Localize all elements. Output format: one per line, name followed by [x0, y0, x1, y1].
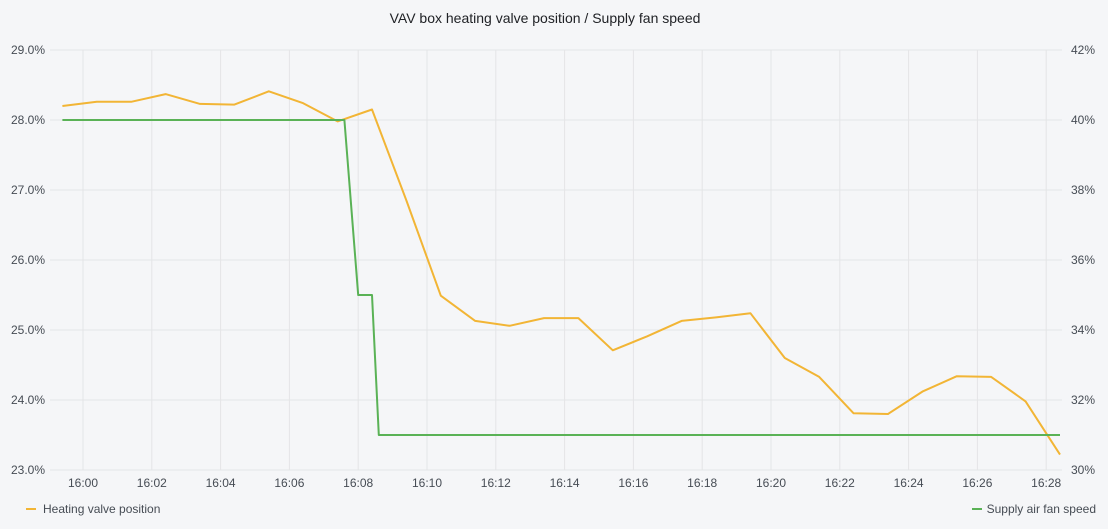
x-tick-label: 16:22	[825, 476, 855, 490]
right-tick-label: 32%	[1071, 393, 1095, 407]
x-tick-label: 16:06	[274, 476, 304, 490]
x-tick-label: 16:08	[343, 476, 373, 490]
x-tick-label: 16:12	[481, 476, 511, 490]
left-tick-label: 24.0%	[11, 393, 45, 407]
heating-valve-line	[62, 90, 1061, 456]
right-tick-label: 30%	[1071, 463, 1095, 477]
legend-item-supply-fan[interactable]: Supply air fan speed	[987, 502, 1096, 516]
legend[interactable]: Heating valve position Supply air fan spe…	[26, 502, 1096, 516]
x-tick-label: 16:20	[756, 476, 786, 490]
legend-item-heating-valve[interactable]: Heating valve position	[43, 502, 160, 516]
right-tick-label: 34%	[1071, 323, 1095, 337]
x-tick-label: 16:04	[206, 476, 236, 490]
left-tick-label: 29.0%	[11, 43, 45, 57]
right-tick-label: 42%	[1071, 43, 1095, 57]
right-tick-label: 38%	[1071, 183, 1095, 197]
series-layer	[62, 90, 1061, 456]
chart-title: VAV box heating valve position / Supply …	[390, 10, 701, 26]
x-tick-label: 16:02	[137, 476, 167, 490]
grid-layer	[50, 49, 1062, 471]
x-tick-label: 16:00	[68, 476, 98, 490]
left-tick-label: 26.0%	[11, 253, 45, 267]
x-tick-label: 16:16	[618, 476, 648, 490]
right-axis: 42% 40% 38% 36% 34% 32% 30%	[1071, 43, 1095, 477]
x-tick-label: 16:18	[687, 476, 717, 490]
x-tick-label: 16:26	[962, 476, 992, 490]
x-tick-label: 16:10	[412, 476, 442, 490]
left-tick-label: 27.0%	[11, 183, 45, 197]
supply-fan-line	[62, 119, 1060, 436]
x-tick-label: 16:14	[550, 476, 580, 490]
left-tick-label: 28.0%	[11, 113, 45, 127]
x-axis: 16:00 16:02 16:04 16:06 16:08 16:10 16:12 16:14…	[68, 476, 1062, 490]
left-tick-label: 23.0%	[11, 463, 45, 477]
left-tick-label: 25.0%	[11, 323, 45, 337]
left-axis: 29.0% 28.0% 27.0% 26.0% 25.0% 24.0% 23.0%	[11, 43, 45, 477]
x-tick-label: 16:24	[894, 476, 924, 490]
right-tick-label: 36%	[1071, 253, 1095, 267]
x-tick-label: 16:28	[1031, 476, 1061, 490]
right-tick-label: 40%	[1071, 113, 1095, 127]
